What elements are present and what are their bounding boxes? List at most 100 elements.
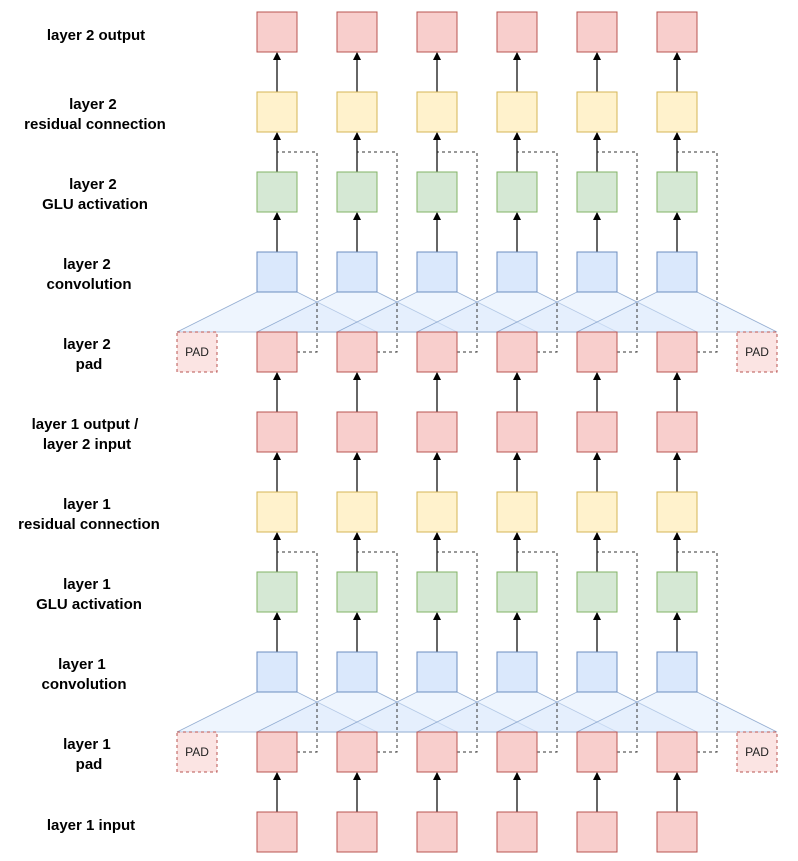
layer1-residual-link	[677, 551, 718, 753]
layer2-glu-node	[496, 171, 538, 213]
layer1-conv-node	[416, 651, 458, 693]
layer1-glu-node	[496, 571, 538, 613]
layer1-output-node	[496, 411, 538, 453]
layer2-residual-node	[256, 91, 298, 133]
label-layer1-residual: layer 1 residual connection	[18, 496, 160, 533]
layer2-conv-node	[656, 251, 698, 293]
layer1-input-node	[656, 811, 698, 853]
layer1-conv-node	[256, 651, 298, 693]
layer1-residual-node	[256, 491, 298, 533]
layer2-output-node	[576, 11, 618, 53]
layer2-residual-link	[597, 151, 638, 353]
layer2-pad-node	[336, 331, 378, 373]
layer1-output-node	[416, 411, 458, 453]
layer1-residual-node	[496, 491, 538, 533]
layer1-pad-left-label: PAD	[185, 745, 209, 759]
layer2-output-node	[416, 11, 458, 53]
conv-windows	[176, 291, 778, 733]
layer2-residual-link	[677, 151, 718, 353]
layer2-pad-node	[416, 331, 458, 373]
layer2-residual-node	[336, 91, 378, 133]
layer2-conv-node	[576, 251, 618, 293]
layer2-output-node	[496, 11, 538, 53]
layer2-pad-node	[256, 331, 298, 373]
layer2-conv-node	[496, 251, 538, 293]
layer2-conv-node	[336, 251, 378, 293]
layer1-pad-right	[736, 731, 778, 773]
layer1-conv-node	[576, 651, 618, 693]
layer1-glu-node	[336, 571, 378, 613]
layer1-conv-node	[496, 651, 538, 693]
layer2-conv-node	[256, 251, 298, 293]
layer1-residual-node	[576, 491, 618, 533]
layer1-residual-link	[277, 551, 318, 753]
layer2-pad-right	[736, 331, 778, 373]
layer1-residual-node	[416, 491, 458, 533]
layer2-residual-node	[416, 91, 458, 133]
layer1-residual-link	[437, 551, 478, 753]
label-layer2-output: layer 2 output	[47, 27, 145, 44]
layer1-pad-right-label: PAD	[745, 745, 769, 759]
layer1-conv-node	[656, 651, 698, 693]
layer2-output-node	[256, 11, 298, 53]
layer1-input-node	[416, 811, 458, 853]
layer2-residual-link	[357, 151, 398, 353]
layer2-residual-link	[277, 151, 318, 353]
layer1-input-node	[256, 811, 298, 853]
layer1-residual-link	[357, 551, 398, 753]
layer2-glu-node	[336, 171, 378, 213]
layer1-conv-node	[336, 651, 378, 693]
layer2-pad-node	[496, 331, 538, 373]
layer1-residual-node	[336, 491, 378, 533]
layer1-glu-node	[416, 571, 458, 613]
layer2-glu-node	[656, 171, 698, 213]
layer1-residual-node	[656, 491, 698, 533]
layer2-output-node	[656, 11, 698, 53]
layer1-pad-node	[656, 731, 698, 773]
layer1-output-node	[576, 411, 618, 453]
layer2-pad-node	[576, 331, 618, 373]
layer1-glu-node	[656, 571, 698, 613]
label-layer1-input: layer 1 input	[47, 817, 135, 834]
layer1-input-node	[576, 811, 618, 853]
layer1-input-node	[496, 811, 538, 853]
layer2-residual-node	[576, 91, 618, 133]
layer1-input-node	[336, 811, 378, 853]
layer2-glu-node	[256, 171, 298, 213]
layer1-glu-node	[256, 571, 298, 613]
label-layer1-conv: layer 1 convolution	[42, 656, 127, 693]
label-layer2-conv: layer 2 convolution	[47, 256, 132, 293]
layer1-pad-node	[576, 731, 618, 773]
label-layer2-glu: layer 2 GLU activation	[42, 176, 148, 213]
boxes: PAD PAD PAD PAD	[176, 11, 778, 853]
layer1-output-node	[656, 411, 698, 453]
layer2-residual-node	[496, 91, 538, 133]
layer2-glu-node	[576, 171, 618, 213]
layer1-pad-node	[256, 731, 298, 773]
layer1-output-node	[336, 411, 378, 453]
label-layer2-pad: layer 2 pad	[63, 336, 115, 373]
layer1-pad-node	[336, 731, 378, 773]
layer2-pad-right-label: PAD	[745, 345, 769, 359]
layer1-pad-left	[176, 731, 218, 773]
layer1-pad-node	[416, 731, 458, 773]
layer2-residual-link	[437, 151, 478, 353]
label-layer1-pad: layer 1 pad	[63, 736, 115, 773]
layer1-pad-node	[496, 731, 538, 773]
label-layer1-glu: layer 1 GLU activation	[36, 576, 142, 613]
layer2-pad-left-label: PAD	[185, 345, 209, 359]
layer2-glu-node	[416, 171, 458, 213]
layer2-conv-node	[416, 251, 458, 293]
layer2-pad-left	[176, 331, 218, 373]
label-layer1-output: layer 1 output / layer 2 input	[32, 416, 143, 453]
connections	[273, 52, 718, 812]
layer2-pad-node	[656, 331, 698, 373]
layer1-output-node	[256, 411, 298, 453]
layer2-residual-node	[656, 91, 698, 133]
layer1-glu-node	[576, 571, 618, 613]
layer2-residual-link	[517, 151, 558, 353]
label-layer2-residual: layer 2 residual connection	[24, 96, 166, 133]
layer1-residual-link	[517, 551, 558, 753]
layer2-output-node	[336, 11, 378, 53]
